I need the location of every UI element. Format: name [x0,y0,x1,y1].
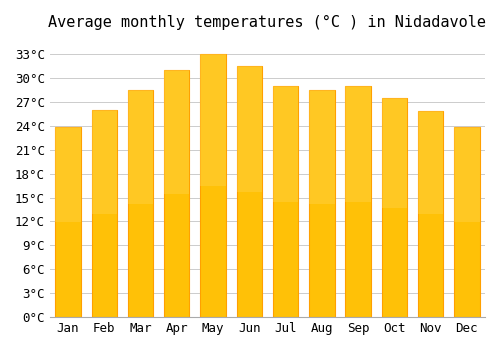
Bar [382,98,407,208]
Bar [454,127,479,317]
Bar [164,70,190,194]
Bar [309,90,334,204]
Bar [236,66,262,317]
Bar [346,86,371,202]
Title: Average monthly temperatures (°C ) in Nidadavole: Average monthly temperatures (°C ) in Ni… [48,15,486,30]
Bar [164,70,190,317]
Bar [128,90,153,204]
Bar [200,54,226,317]
Bar [92,110,117,214]
Bar [236,66,262,191]
Bar [418,111,444,317]
Bar [454,127,479,222]
Bar [56,127,80,317]
Bar [273,86,298,202]
Bar [309,90,334,317]
Bar [92,110,117,317]
Bar [273,86,298,317]
Bar [56,127,80,222]
Bar [346,86,371,317]
Bar [382,98,407,317]
Bar [128,90,153,317]
Bar [200,54,226,186]
Bar [418,111,444,214]
